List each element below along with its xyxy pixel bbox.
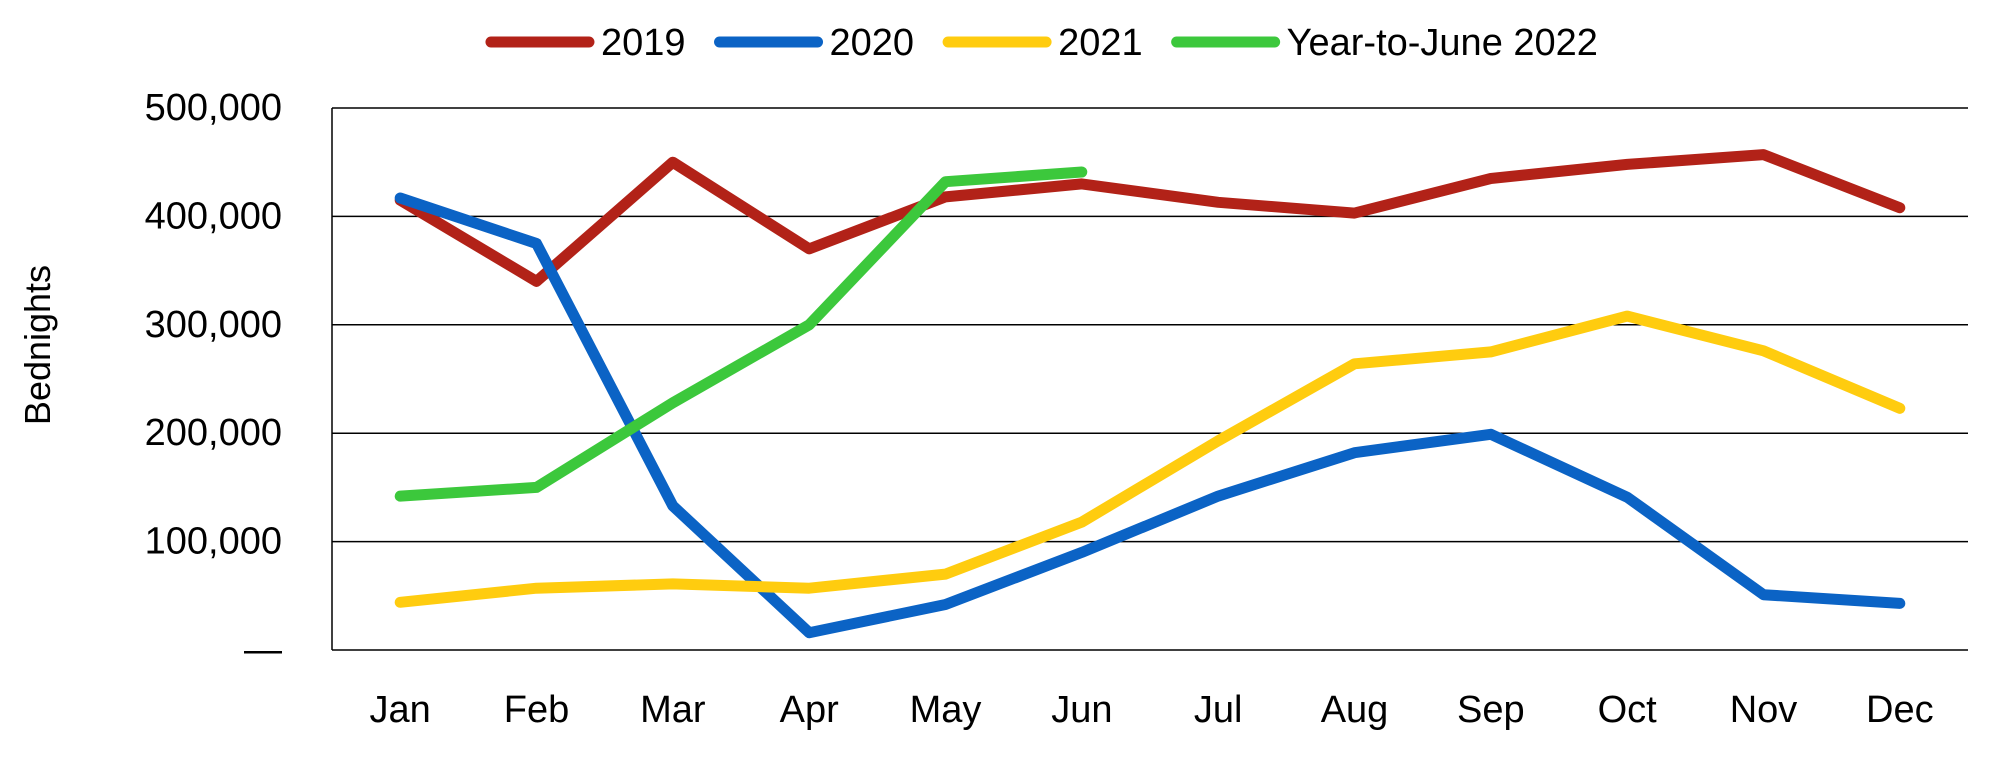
y-tick-label: 100,000 [145, 521, 282, 563]
x-tick-label: Sep [1457, 689, 1525, 731]
legend-item: 2019 [485, 22, 686, 64]
y-tick-label: 500,000 [145, 87, 282, 129]
legend-label: 2020 [830, 22, 915, 64]
series-line-1 [394, 192, 1906, 639]
series-line-2 [394, 310, 1906, 608]
legend-item: Year-to-June 2022 [1171, 22, 1598, 64]
x-tick-label: May [910, 689, 982, 731]
legend-item: 2020 [714, 22, 915, 64]
x-tick-label: Feb [504, 689, 569, 731]
x-tick-label: Apr [780, 689, 839, 731]
legend-item: 2021 [942, 22, 1143, 64]
y-tick-label: 300,000 [145, 304, 282, 346]
x-tick-label: Jun [1051, 689, 1112, 731]
y-axis-label: Bednights [17, 265, 58, 425]
y-tick-label: — [244, 629, 282, 671]
series-lines [394, 149, 1906, 639]
y-tick-label: 200,000 [145, 412, 282, 454]
axes: — 100,000 200,000 300,000 400,000 500,000 Jan F… [145, 87, 1934, 731]
x-tick-label: Nov [1730, 689, 1798, 731]
legend-label: 2019 [601, 22, 686, 64]
x-tick-label: Dec [1866, 689, 1934, 731]
series-line-3 [394, 166, 1088, 502]
x-tick-label: Aug [1321, 689, 1389, 731]
x-tick-label: Jul [1194, 689, 1243, 731]
legend-label: Year-to-June 2022 [1287, 22, 1598, 64]
y-tick-label: 400,000 [145, 195, 282, 237]
legend-label: 2021 [1058, 22, 1143, 64]
series-line-0 [394, 149, 1906, 287]
x-tick-label: Jan [370, 689, 431, 731]
legend: 2019 2020 2021 Year-to-June 2022 [485, 22, 1598, 64]
x-tick-label: Mar [640, 689, 706, 731]
x-tick-label: Oct [1598, 689, 1658, 731]
